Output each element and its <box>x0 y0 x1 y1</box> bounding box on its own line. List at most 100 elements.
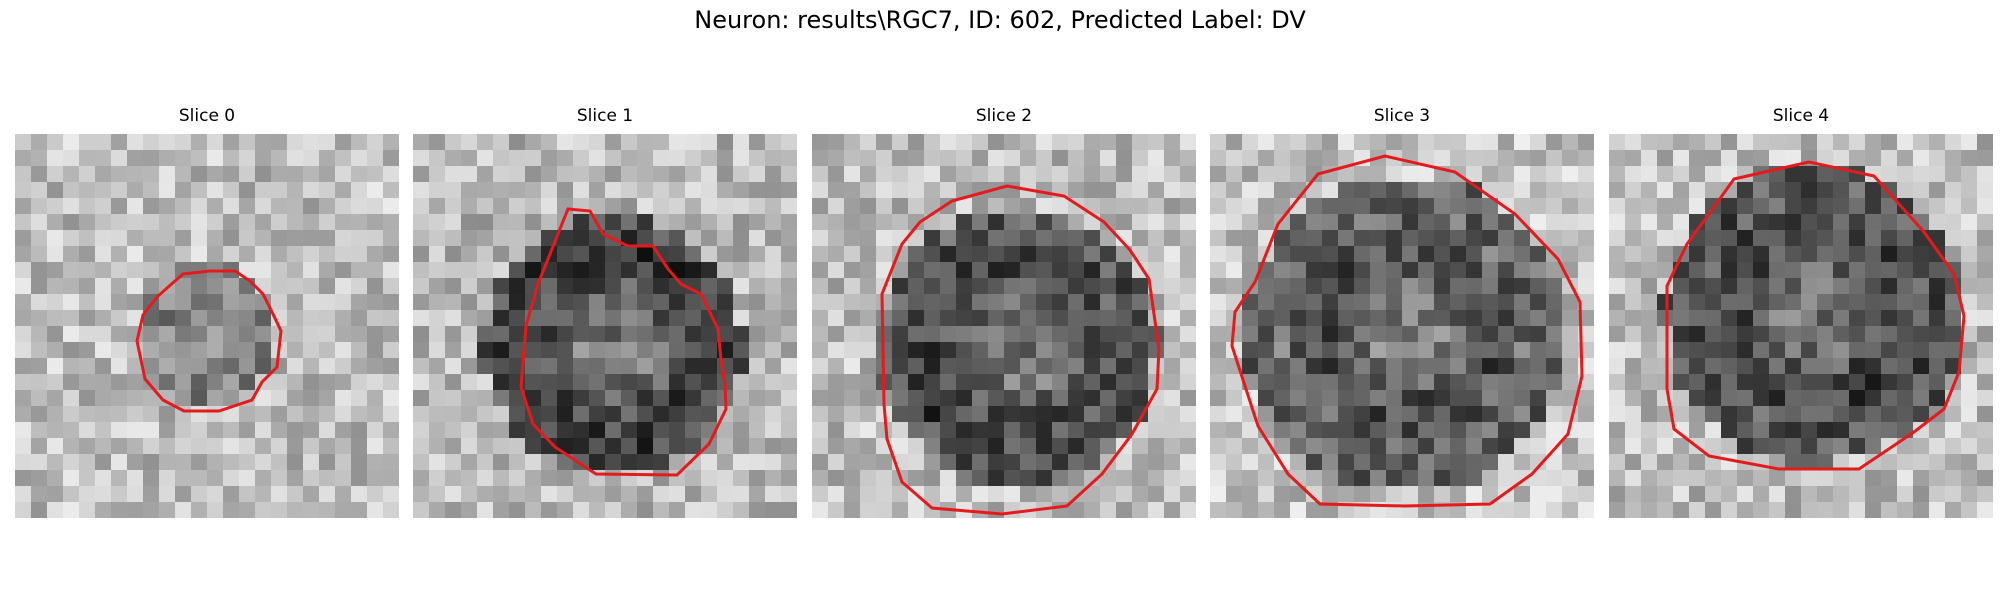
pixel <box>1084 134 1100 150</box>
pixel <box>1418 358 1434 374</box>
pixel <box>1306 406 1322 422</box>
pixel <box>413 150 429 166</box>
pixel <box>255 502 271 518</box>
pixel <box>1450 406 1466 422</box>
pixel <box>1004 454 1020 470</box>
pixel <box>812 358 828 374</box>
pixel <box>812 422 828 438</box>
pixel <box>1354 214 1370 230</box>
pixel <box>908 358 924 374</box>
pixel <box>1737 470 1753 486</box>
pixel <box>653 390 669 406</box>
pixel <box>1036 406 1052 422</box>
pixel <box>701 198 717 214</box>
pixel <box>445 294 461 310</box>
pixel <box>1164 390 1180 406</box>
pixel <box>1242 166 1258 182</box>
pixel <box>1004 438 1020 454</box>
pixel <box>1913 150 1929 166</box>
pixel <box>127 262 143 278</box>
pixel <box>303 358 319 374</box>
pixel <box>557 246 573 262</box>
pixel <box>1498 182 1514 198</box>
pixel <box>1418 246 1434 262</box>
pixel <box>1290 502 1306 518</box>
pixel <box>63 262 79 278</box>
pixel <box>1242 262 1258 278</box>
pixel <box>175 486 191 502</box>
pixel <box>812 150 828 166</box>
pixel <box>429 166 445 182</box>
pixel <box>127 406 143 422</box>
pixel <box>1052 438 1068 454</box>
pixel <box>972 454 988 470</box>
pixel <box>303 326 319 342</box>
pixel <box>1354 262 1370 278</box>
pixel <box>319 454 335 470</box>
pixel <box>63 470 79 486</box>
pixel <box>1354 390 1370 406</box>
pixel <box>573 246 589 262</box>
pixel <box>956 230 972 246</box>
pixel <box>1132 230 1148 246</box>
pixel <box>223 502 239 518</box>
pixel <box>47 262 63 278</box>
pixel <box>1609 438 1625 454</box>
pixel <box>1546 342 1562 358</box>
pixel <box>1961 262 1977 278</box>
pixel <box>461 502 477 518</box>
pixel <box>1769 406 1785 422</box>
pixel <box>255 470 271 486</box>
pixel <box>765 294 781 310</box>
pixel <box>685 166 701 182</box>
pixel <box>143 454 159 470</box>
pixel <box>541 342 557 358</box>
pixel <box>940 134 956 150</box>
pixel <box>1689 134 1705 150</box>
pixel <box>1721 406 1737 422</box>
pixel <box>573 390 589 406</box>
pixel <box>1641 390 1657 406</box>
pixel <box>1100 326 1116 342</box>
pixel <box>319 438 335 454</box>
pixel <box>1849 438 1865 454</box>
pixel <box>781 134 797 150</box>
pixel <box>383 422 399 438</box>
pixel <box>1482 470 1498 486</box>
pixel <box>940 358 956 374</box>
pixel <box>924 294 940 310</box>
pixel <box>1052 326 1068 342</box>
pixel <box>223 134 239 150</box>
pixel <box>972 230 988 246</box>
pixel <box>1977 134 1993 150</box>
pixel <box>1546 374 1562 390</box>
pixel <box>303 262 319 278</box>
pixel <box>1132 486 1148 502</box>
pixel <box>1450 438 1466 454</box>
pixel <box>541 182 557 198</box>
pixel <box>1434 214 1450 230</box>
pixel <box>79 406 95 422</box>
pixel <box>988 502 1004 518</box>
pixel <box>1100 502 1116 518</box>
pixel <box>749 390 765 406</box>
pixel <box>605 374 621 390</box>
pixel <box>765 486 781 502</box>
pixel <box>47 166 63 182</box>
pixel <box>557 198 573 214</box>
pixel <box>605 214 621 230</box>
pixel <box>1929 470 1945 486</box>
pixel <box>1084 406 1100 422</box>
pixel <box>207 374 223 390</box>
pixel <box>892 374 908 390</box>
pixel <box>1402 166 1418 182</box>
pixel <box>239 438 255 454</box>
pixel <box>1705 390 1721 406</box>
pixel <box>493 502 509 518</box>
pixel <box>111 166 127 182</box>
pixel <box>1881 214 1897 230</box>
pixel <box>1625 246 1641 262</box>
pixel <box>319 294 335 310</box>
pixel <box>1625 294 1641 310</box>
pixel <box>63 422 79 438</box>
